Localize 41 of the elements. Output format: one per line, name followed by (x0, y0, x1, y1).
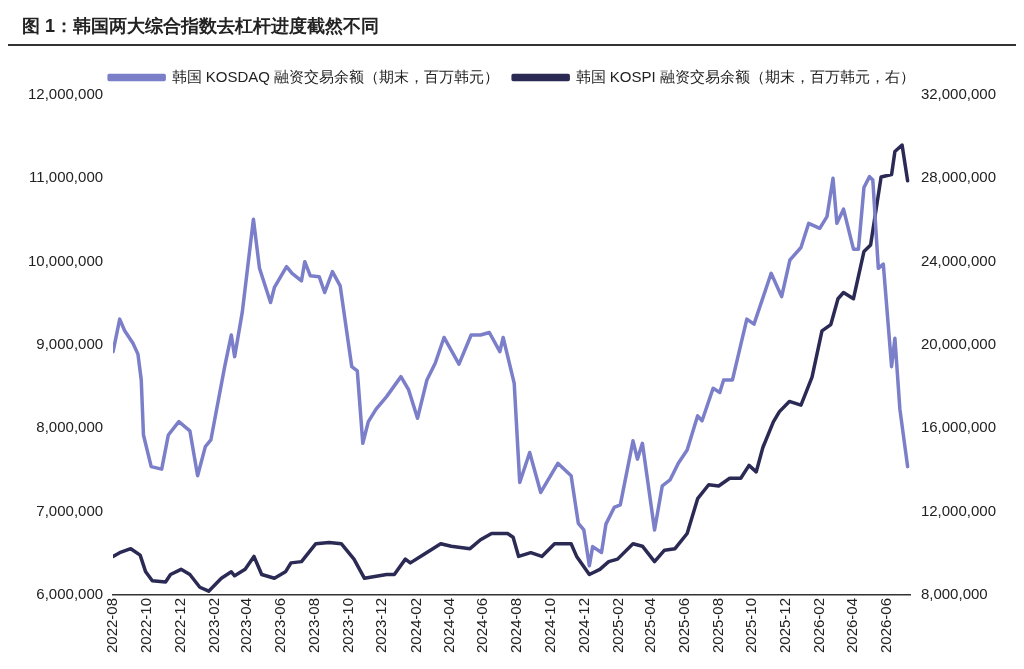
x-tick-label: 2026-02 (810, 597, 828, 654)
x-tick-label: 2022-12 (170, 597, 188, 654)
y2-tick-label: 8,000,000 (920, 585, 988, 603)
x-tick-label: 2022-08 (103, 597, 121, 654)
y-tick-label: 7,000,000 (36, 501, 104, 519)
x-tick-label: 2025-02 (608, 597, 626, 654)
x-tick-label: 2025-06 (675, 597, 693, 654)
x-tick-label: 2023-12 (372, 597, 390, 654)
x-tick-label: 2024-10 (540, 597, 558, 654)
x-tick-label: 2024-02 (406, 597, 424, 654)
x-tick-label: 2023-02 (204, 597, 222, 654)
y2-tick-label: 24,000,000 (920, 251, 996, 269)
x-tick-label: 2023-04 (237, 597, 255, 654)
legend-label: 韩国 KOSPI 融资交易余额（期末，百万韩元，右） (575, 67, 915, 85)
x-tick-label: 2025-10 (742, 597, 760, 654)
x-tick-label: 2025-04 (641, 597, 659, 654)
x-tick-label: 2023-10 (338, 597, 356, 654)
legend-label: 韩国 KOSDAQ 融资交易余额（期末，百万韩元） (171, 67, 500, 85)
x-tick-label: 2023-08 (304, 597, 322, 654)
x-tick-label: 2024-08 (507, 597, 525, 654)
y2-tick-label: 20,000,000 (920, 335, 996, 353)
y-tick-label: 10,000,000 (28, 251, 104, 269)
y2-tick-label: 16,000,000 (920, 418, 996, 436)
x-tick-label: 2023-06 (271, 597, 289, 654)
y-tick-label: 11,000,000 (29, 168, 104, 186)
y2-tick-label: 28,000,000 (920, 168, 996, 186)
x-tick-label: 2026-06 (876, 597, 894, 654)
chart-title: 图 1：韩国两大综合指数去杠杆进度截然不同 (8, 8, 1016, 46)
y-tick-label: 8,000,000 (36, 418, 104, 436)
y-tick-label: 12,000,000 (28, 85, 104, 103)
x-tick-label: 2025-08 (708, 597, 726, 654)
x-tick-label: 2022-10 (136, 597, 154, 654)
x-tick-label: 2024-06 (473, 597, 491, 654)
y-tick-label: 9,000,000 (36, 335, 104, 353)
x-tick-label: 2026-04 (843, 597, 861, 654)
y2-tick-label: 12,000,000 (920, 501, 996, 519)
x-tick-label: 2025-12 (776, 597, 794, 654)
y-tick-label: 6,000,000 (36, 585, 104, 603)
y2-tick-label: 32,000,000 (920, 85, 996, 103)
x-tick-label: 2024-12 (574, 597, 592, 654)
x-tick-label: 2024-04 (439, 597, 457, 654)
